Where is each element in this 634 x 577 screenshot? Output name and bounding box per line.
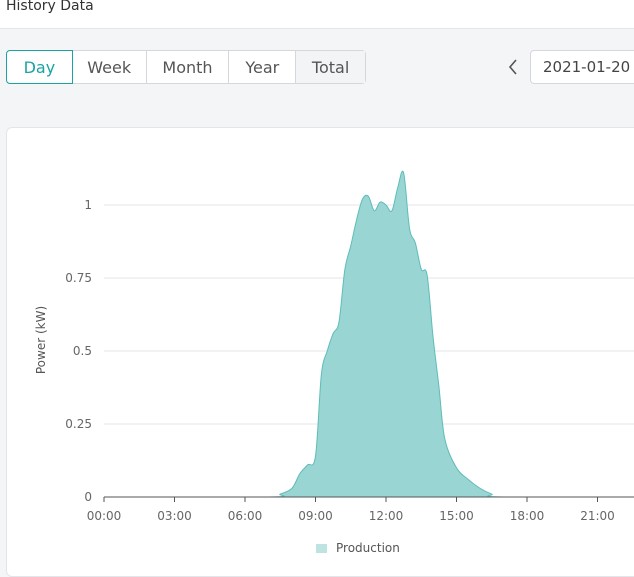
y-tick-label: 1: [84, 198, 92, 212]
y-tick-label: 0.75: [65, 271, 92, 285]
chart-legend[interactable]: Production: [316, 541, 400, 555]
tab-month[interactable]: Month: [147, 51, 230, 83]
date-value: 2021-01-20: [543, 58, 631, 76]
x-tick-label: 12:00: [369, 509, 404, 523]
date-picker[interactable]: 2021-01-20: [530, 50, 634, 84]
x-tick-label: 18:00: [510, 509, 545, 523]
x-tick-label: 21:00: [580, 509, 615, 523]
header-bar: History Data: [0, 0, 634, 29]
x-tick-label: 06:00: [228, 509, 263, 523]
chevron-left-icon: [508, 59, 517, 75]
y-tick-label: 0.25: [65, 417, 92, 431]
production-area: [104, 171, 634, 498]
page-title: History Data: [6, 0, 94, 14]
legend-swatch-production: [316, 543, 327, 553]
legend-label-production: Production: [336, 541, 400, 555]
chart-card: [6, 127, 634, 577]
period-tabs: Day Week Month Year Total: [6, 50, 366, 84]
x-tick-label: 15:00: [439, 509, 474, 523]
x-tick-label: 03:00: [157, 509, 192, 523]
prev-date-button[interactable]: [505, 57, 521, 77]
power-area-chart: 0 0.25 0.5 0.75 1 00:00 03:00 06:00 09:00 12:00 15…: [34, 170, 634, 523]
tab-week[interactable]: Week: [73, 51, 147, 83]
x-tick-label: 00:00: [87, 509, 122, 523]
tab-total[interactable]: Total: [296, 51, 365, 83]
y-axis-title: Power (kW): [34, 306, 48, 374]
tab-day[interactable]: Day: [6, 50, 73, 84]
y-tick-label: 0: [84, 490, 92, 504]
production-line: [104, 170, 634, 498]
tab-year[interactable]: Year: [229, 51, 297, 83]
x-tick-label: 09:00: [298, 509, 333, 523]
y-tick-label: 0.5: [73, 344, 92, 358]
